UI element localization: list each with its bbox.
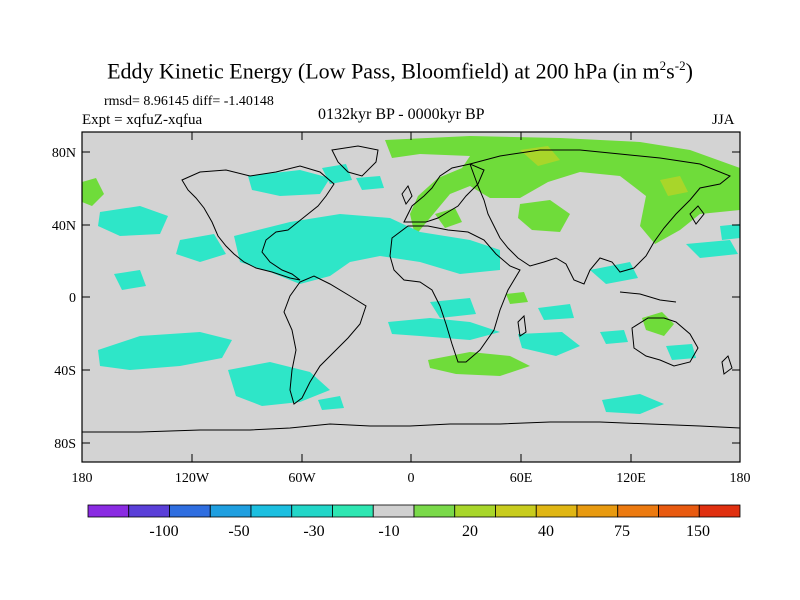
negative-region-pacific-subtropic: [114, 270, 146, 290]
positive-region-east-africa: [506, 292, 528, 304]
negative-region-east-asia: [686, 240, 738, 258]
negative-region-south-pacific: [98, 332, 232, 370]
colorbar-box: [535, 504, 578, 518]
negative-region-pacific-west: [98, 206, 168, 236]
lat-label-0: 0: [69, 291, 76, 306]
negative-region-southern-ocean-west: [318, 396, 344, 410]
anomaly-fields: [82, 136, 740, 414]
lon-label-120e: 120E: [616, 471, 646, 486]
colorbar-label-neg10: -10: [378, 523, 399, 540]
title-text: Eddy Kinetic Energy (Low Pass, Bloomfiel…: [107, 58, 660, 84]
colorbar: [87, 504, 741, 518]
coastlines: [82, 145, 740, 433]
title-superscript-2: -2: [674, 58, 686, 73]
strong-positive-pacific: [660, 176, 688, 196]
uk-coast: [401, 184, 413, 206]
negative-region-indian-ocean: [590, 262, 638, 284]
colorbar-label-20: 20: [462, 523, 478, 540]
lon-label-120w: 120W: [175, 471, 210, 486]
colorbar-box: [372, 504, 415, 518]
negative-region-australia-east: [666, 344, 696, 360]
negative-region-south-atlantic: [388, 318, 500, 340]
lat-label-40s: 40S: [54, 364, 76, 379]
negative-region-indian-south2: [518, 332, 580, 356]
negative-region-south-america-south: [228, 362, 330, 406]
negative-region-canada: [356, 176, 384, 190]
indonesia-coast: [619, 291, 677, 303]
title-unit-s: s: [666, 58, 675, 84]
south-america-coast: [283, 275, 367, 405]
negative-region-north-atlantic: [234, 214, 500, 284]
colorbar-label-neg30: -30: [303, 523, 324, 540]
colorbar-label-150: 150: [686, 523, 710, 540]
asia-coast: [469, 149, 731, 285]
africa-coast: [389, 225, 521, 363]
colorbar-box: [250, 504, 293, 518]
positive-region-sahara: [435, 208, 462, 228]
title-close: ): [685, 58, 693, 84]
axis-ticks: [81, 132, 741, 462]
lat-label-40n: 40N: [52, 219, 76, 234]
colorbar-box: [87, 504, 130, 518]
antarctica-coast: [82, 421, 740, 433]
colorbar-box: [291, 504, 333, 518]
colorbar-box: [454, 504, 496, 518]
colorbar-box: [128, 504, 170, 518]
colorbar-box: [332, 504, 374, 518]
colorbar-box: [169, 504, 211, 518]
lon-label-0: 0: [408, 471, 415, 486]
negative-region-south-atlantic-east: [600, 330, 628, 344]
colorbar-label-75: 75: [614, 523, 630, 540]
colorbar-box: [617, 504, 659, 518]
longitude-labels: 180 120W 60W 0 60E 120E 180: [72, 471, 751, 486]
lat-label-80n: 80N: [52, 146, 76, 161]
stats-text: rmsd= 8.96145 diff= -1.40148: [104, 94, 274, 109]
lon-label-60w: 60W: [288, 471, 316, 486]
japan-coast: [689, 205, 705, 225]
positive-region-pacific-nw: [82, 178, 104, 206]
negative-region-pacific-nw2: [720, 224, 740, 240]
season-label: JJA: [712, 112, 735, 128]
colorbar-box: [576, 504, 619, 518]
colorbar-box: [209, 504, 252, 518]
positive-region-asia-south: [518, 200, 570, 232]
negative-region-southern-ocean: [602, 394, 664, 414]
lat-label-80s: 80S: [54, 437, 76, 452]
colorbar-label-40: 40: [538, 523, 554, 540]
latitude-labels: 80N 40N 0 40S 80S: [52, 146, 76, 452]
title-superscript-1: 2: [659, 58, 667, 73]
negative-region-north-pacific: [248, 170, 330, 196]
negative-region-indian-south: [538, 304, 574, 320]
lon-label-180e: 180: [730, 471, 751, 486]
colorbar-box: [658, 504, 700, 518]
negative-region-tropics-africa: [430, 298, 476, 318]
europe-coast: [403, 163, 485, 223]
colorbar-label-neg50: -50: [228, 523, 249, 540]
period-label: 0132kyr BP - 0000kyr BP: [318, 106, 485, 123]
positive-region-south-atlantic: [428, 352, 530, 376]
lon-label-180w: 180: [72, 471, 93, 486]
colorbar-box: [698, 504, 741, 518]
experiment-label: Expt = xqfuZ-xqfua: [82, 112, 203, 128]
colorbar-labels: -100 -50 -30 -10 20 40 75 150: [149, 523, 710, 540]
colorbar-box: [413, 504, 456, 518]
new-zealand-coast: [721, 355, 733, 375]
negative-region-east-pacific: [176, 234, 226, 262]
figure-title: Eddy Kinetic Energy (Low Pass, Bloomfiel…: [0, 58, 800, 84]
colorbar-label-neg100: -100: [149, 523, 178, 540]
north-america-coast: [181, 165, 335, 281]
greenland-coast: [331, 145, 379, 177]
lon-label-60e: 60E: [510, 471, 533, 486]
australia-coast: [631, 317, 699, 367]
colorbar-box: [495, 504, 537, 518]
madagascar-coast: [517, 314, 527, 337]
